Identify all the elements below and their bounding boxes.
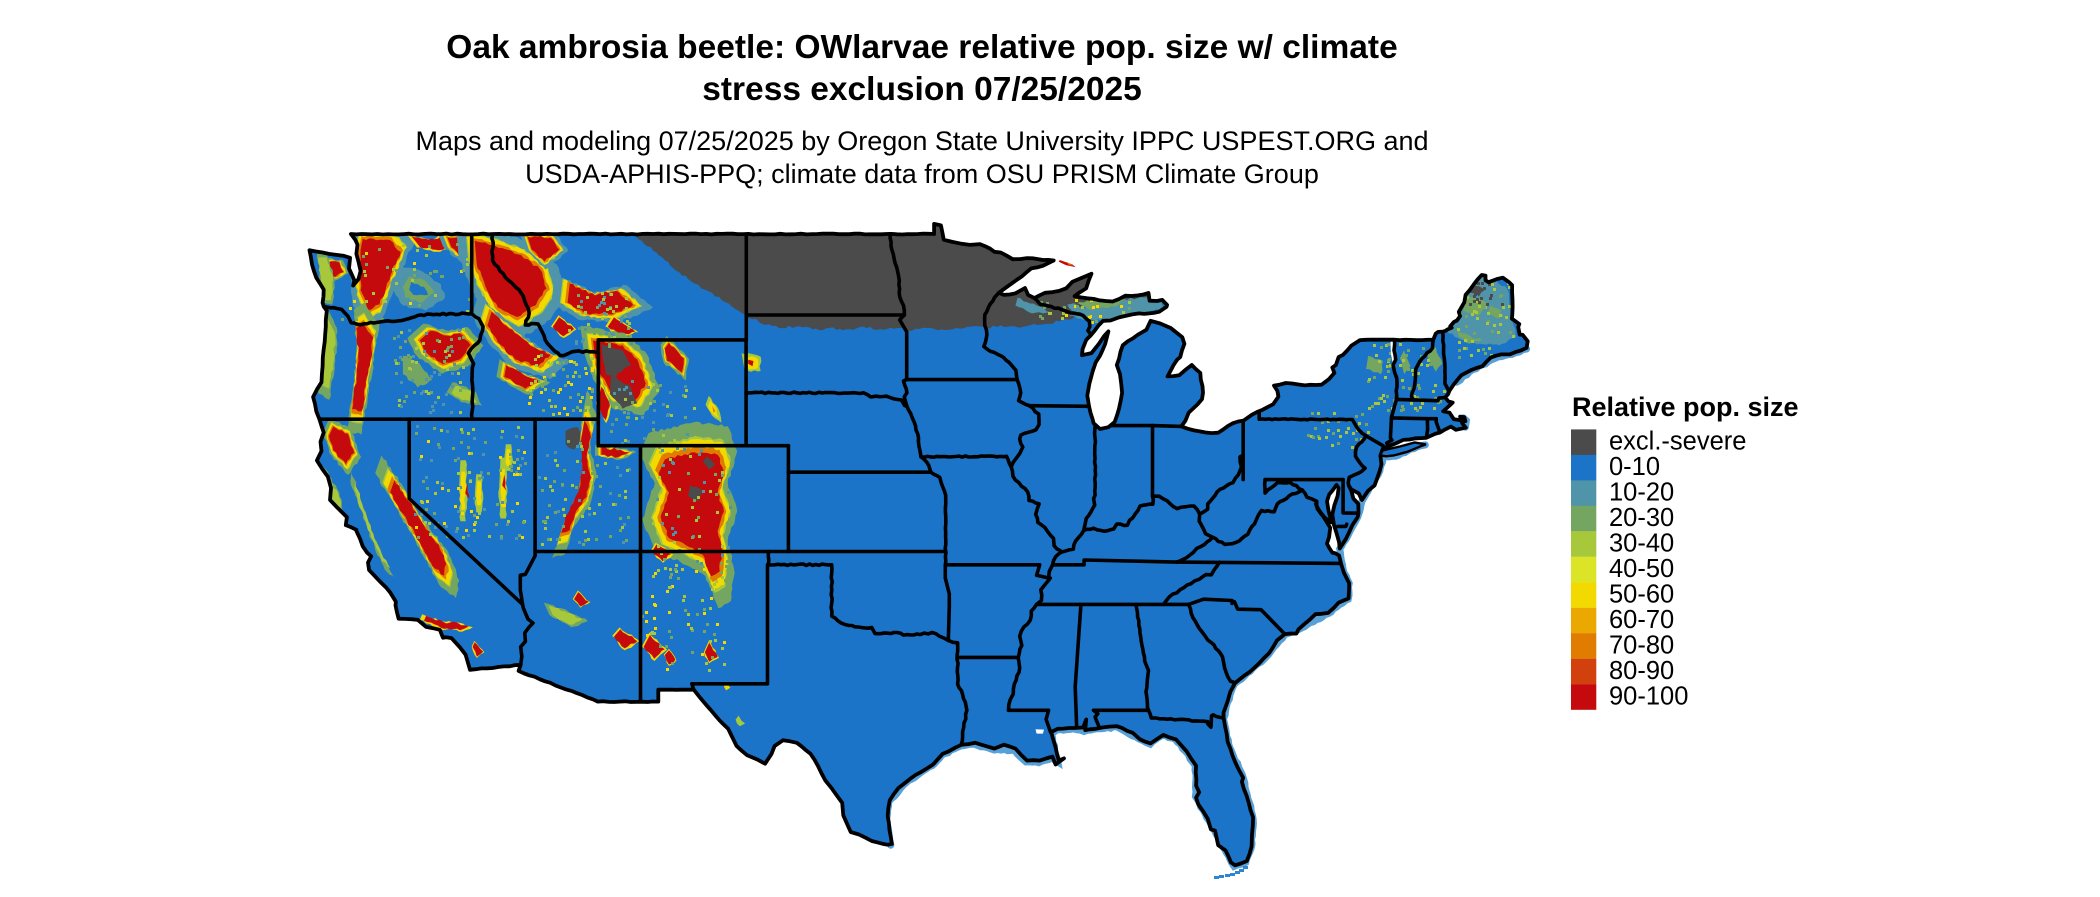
svg-text:0-10: 0-10 [1609,453,1660,481]
svg-text:USDA-APHIS-PPQ; climate data f: USDA-APHIS-PPQ; climate data from OSU PR… [525,159,1319,189]
svg-text:30-40: 30-40 [1609,530,1674,558]
svg-text:70-80: 70-80 [1609,631,1674,659]
svg-text:Relative pop. size: Relative pop. size [1572,392,1799,422]
svg-text:90-100: 90-100 [1609,682,1688,710]
svg-text:stress exclusion 07/25/2025: stress exclusion 07/25/2025 [702,71,1142,108]
svg-text:Oak ambrosia beetle: OWlarvae: Oak ambrosia beetle: OWlarvae relative p… [446,29,1397,66]
svg-text:40-50: 40-50 [1609,555,1674,583]
svg-text:excl.-severe: excl.-severe [1609,428,1746,456]
svg-text:20-30: 20-30 [1609,504,1674,532]
svg-text:Maps and modeling 07/25/2025 b: Maps and modeling 07/25/2025 by Oregon S… [415,126,1428,156]
svg-text:10-20: 10-20 [1609,479,1674,507]
svg-text:80-90: 80-90 [1609,657,1674,685]
svg-text:50-60: 50-60 [1609,581,1674,609]
svg-text:60-70: 60-70 [1609,606,1674,634]
